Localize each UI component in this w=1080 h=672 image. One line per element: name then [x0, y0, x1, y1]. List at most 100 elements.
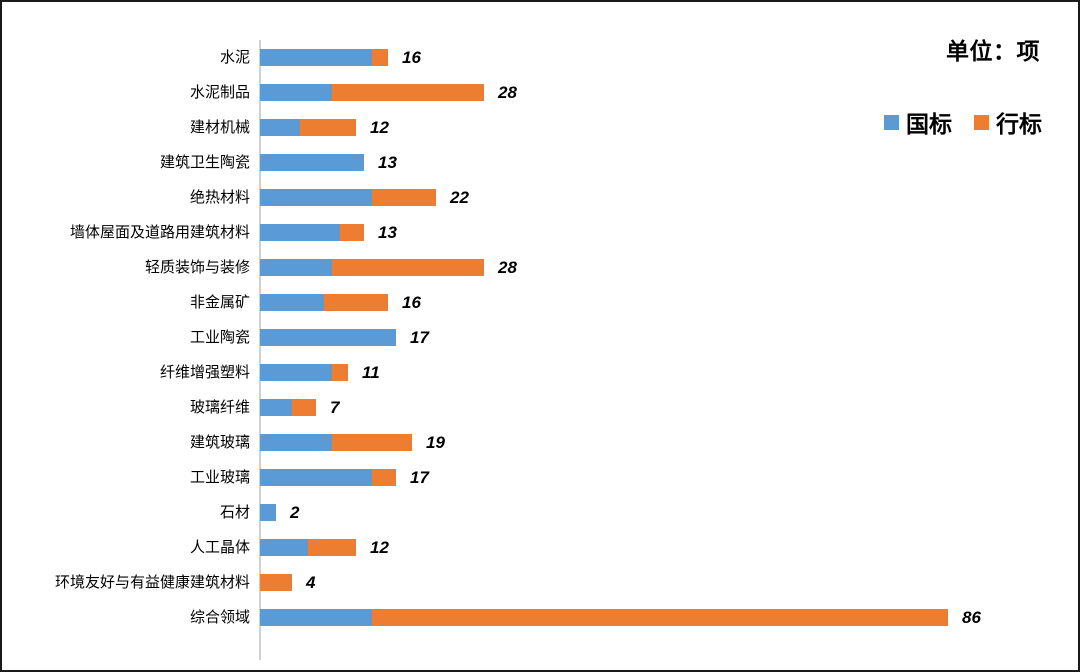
- bar-segment-hangbiao[interactable]: [292, 399, 316, 416]
- bar-segment-guobiao[interactable]: [260, 609, 372, 626]
- bar-row: 非金属矿 16: [2, 285, 1078, 320]
- stacked-bar[interactable]: 12: [260, 119, 389, 136]
- stacked-bar[interactable]: 13: [260, 154, 397, 171]
- bar-segment-guobiao[interactable]: [260, 189, 372, 206]
- bar-value-label: 2: [290, 503, 300, 522]
- legend-swatch-guobiao: [884, 114, 899, 130]
- bar-row: 建筑玻璃 19: [2, 425, 1078, 460]
- category-label: 工业陶瓷: [189, 329, 250, 346]
- stacked-bar[interactable]: 28: [260, 84, 517, 101]
- bar-segment-hangbiao[interactable]: [332, 434, 412, 451]
- bar-segment-guobiao[interactable]: [260, 329, 396, 346]
- bar-row: 纤维增强塑料 11: [2, 355, 1078, 390]
- bar-segment-guobiao[interactable]: [260, 434, 332, 451]
- bar-row: 人工晶体 12: [2, 530, 1078, 565]
- category-label: 建筑卫生陶瓷: [159, 154, 250, 171]
- legend-item-guobiao[interactable]: 国标: [884, 105, 952, 139]
- bar-segment-hangbiao[interactable]: [300, 119, 356, 136]
- category-label: 石材: [219, 504, 250, 521]
- bar-segment-hangbiao[interactable]: [324, 294, 388, 311]
- bar-segment-guobiao[interactable]: [260, 364, 332, 381]
- legend-label-guobiao: 国标: [906, 111, 952, 137]
- bar-value-label: 7: [330, 398, 340, 417]
- bar-segment-guobiao[interactable]: [260, 49, 372, 66]
- bar-segment-guobiao[interactable]: [260, 294, 324, 311]
- legend-item-hangbiao[interactable]: 行标: [974, 105, 1042, 139]
- bar-row: 绝热材料 22: [2, 180, 1078, 215]
- bar-row: 墙体屋面及道路用建筑材料 13: [2, 215, 1078, 250]
- bar-segment-guobiao[interactable]: [260, 119, 300, 136]
- bar-segment-guobiao[interactable]: [260, 399, 292, 416]
- bar-value-label: 12: [370, 538, 389, 557]
- bar-segment-hangbiao[interactable]: [332, 84, 484, 101]
- bar-value-label: 19: [426, 433, 445, 452]
- bar-value-label: 28: [498, 83, 517, 102]
- category-label: 轻质装饰与装修: [144, 259, 250, 276]
- stacked-bar[interactable]: 7: [260, 399, 339, 416]
- category-label: 水泥: [219, 49, 250, 66]
- bar-row: 建筑卫生陶瓷 13: [2, 145, 1078, 180]
- bar-segment-hangbiao[interactable]: [308, 539, 356, 556]
- bar-row: 建材机械 12: [2, 110, 1078, 145]
- bar-row: 轻质装饰与装修 28: [2, 250, 1078, 285]
- bar-value-label: 13: [378, 223, 397, 242]
- stacked-bar[interactable]: 2: [260, 504, 299, 521]
- bar-row: 工业玻璃 17: [2, 460, 1078, 495]
- bar-segment-hangbiao[interactable]: [372, 469, 396, 486]
- bar-segment-guobiao[interactable]: [260, 259, 332, 276]
- bar-value-label: 28: [498, 258, 517, 277]
- bar-row: 水泥制品 28: [2, 75, 1078, 110]
- bar-segment-hangbiao[interactable]: [260, 574, 292, 591]
- plot-area: 水泥 16 水泥制品 28 建材机械 12 建筑卫生陶瓷 13 绝热材料 22 墙体屋面及道路用建筑…: [2, 36, 1078, 666]
- chart-legend: 国标 行标: [884, 105, 1042, 139]
- category-label: 非金属矿: [189, 294, 250, 311]
- category-label: 纤维增强塑料: [159, 364, 250, 381]
- bar-segment-guobiao[interactable]: [260, 84, 332, 101]
- legend-swatch-hangbiao: [974, 114, 989, 130]
- category-label: 综合领域: [189, 609, 250, 626]
- category-label: 玻璃纤维: [189, 399, 250, 416]
- category-label: 墙体屋面及道路用建筑材料: [69, 224, 250, 241]
- bar-value-label: 16: [402, 48, 421, 67]
- stacked-bar[interactable]: 86: [260, 609, 981, 626]
- bar-value-label: 17: [410, 468, 429, 487]
- bar-segment-guobiao[interactable]: [260, 469, 372, 486]
- bar-segment-guobiao[interactable]: [260, 504, 276, 521]
- bar-row: 玻璃纤维 7: [2, 390, 1078, 425]
- bar-segment-hangbiao[interactable]: [332, 364, 348, 381]
- stacked-bar[interactable]: 12: [260, 539, 389, 556]
- stacked-bar[interactable]: 17: [260, 329, 429, 346]
- bar-segment-hangbiao[interactable]: [372, 609, 948, 626]
- bar-segment-hangbiao[interactable]: [372, 49, 388, 66]
- category-label: 工业玻璃: [189, 469, 250, 486]
- bar-segment-hangbiao[interactable]: [372, 189, 436, 206]
- bar-segment-hangbiao[interactable]: [340, 224, 364, 241]
- bar-segment-guobiao[interactable]: [260, 154, 364, 171]
- category-label: 人工晶体: [189, 539, 250, 556]
- stacked-bar[interactable]: 13: [260, 224, 397, 241]
- bar-row: 水泥 16: [2, 40, 1078, 75]
- category-axis-line: [259, 40, 261, 660]
- category-label: 水泥制品: [189, 84, 250, 101]
- stacked-bar[interactable]: 4: [260, 574, 315, 591]
- category-label: 绝热材料: [189, 189, 250, 206]
- stacked-bar[interactable]: 16: [260, 49, 421, 66]
- stacked-bar[interactable]: 17: [260, 469, 429, 486]
- stacked-bar[interactable]: 22: [260, 189, 469, 206]
- bar-segment-hangbiao[interactable]: [332, 259, 484, 276]
- stacked-bar[interactable]: 11: [260, 364, 380, 381]
- category-label: 建材机械: [189, 119, 250, 136]
- category-label: 环境友好与有益健康建筑材料: [54, 574, 250, 591]
- legend-label-hangbiao: 行标: [996, 111, 1042, 137]
- bar-value-label: 22: [450, 188, 469, 207]
- bar-value-label: 12: [370, 118, 389, 137]
- bar-value-label: 16: [402, 293, 421, 312]
- bar-row: 环境友好与有益健康建筑材料 4: [2, 565, 1078, 600]
- bar-row: 石材 2: [2, 495, 1078, 530]
- bar-segment-guobiao[interactable]: [260, 224, 340, 241]
- stacked-bar[interactable]: 16: [260, 294, 421, 311]
- stacked-bar[interactable]: 19: [260, 434, 445, 451]
- bar-segment-guobiao[interactable]: [260, 539, 308, 556]
- stacked-bar[interactable]: 28: [260, 259, 517, 276]
